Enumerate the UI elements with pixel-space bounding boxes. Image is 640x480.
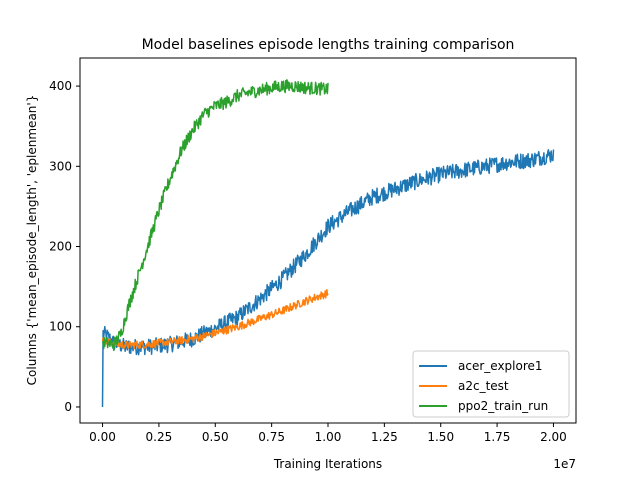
legend-label: acer_explore1 [458,359,543,373]
x-tick-label: 0.50 [202,430,229,444]
x-tick-label: 1.75 [484,430,511,444]
y-tick-label: 300 [49,159,72,173]
y-tick-label: 0 [64,400,72,414]
x-tick-label: 0.00 [89,430,116,444]
chart-title: Model baselines episode lengths training… [142,37,515,53]
legend-label: a2c_test [458,379,509,393]
x-tick-label: 0.25 [146,430,173,444]
legend-label: ppo2_train_run [458,399,548,413]
y-axis: 0 100 200 300 400 [49,79,80,414]
series-line-ppo2_train_run [101,79,329,352]
x-tick-label: 1.25 [371,430,398,444]
series-line-a2c_test [101,288,329,350]
x-axis: 0.00 0.25 0.50 0.75 1.00 1.25 1.50 1.75 2.00 [89,423,567,444]
legend-box [412,350,570,418]
x-tick-label: 1.50 [427,430,454,444]
y-tick-label: 400 [49,79,72,93]
x-axis-label: Training Iterations [273,457,382,471]
y-tick-label: 100 [49,320,72,334]
y-axis-label: Columns {'mean_episode_length', 'eplenme… [25,95,39,386]
x-tick-label: 0.75 [258,430,285,444]
y-tick-label: 200 [49,240,72,254]
x-axis-scale-label: 1e7 [553,457,576,471]
x-tick-label: 2.00 [540,430,567,444]
x-tick-label: 1.00 [315,430,342,444]
legend: acer_explore1 a2c_test ppo2_train_run [412,350,570,418]
series-lines [101,79,555,408]
